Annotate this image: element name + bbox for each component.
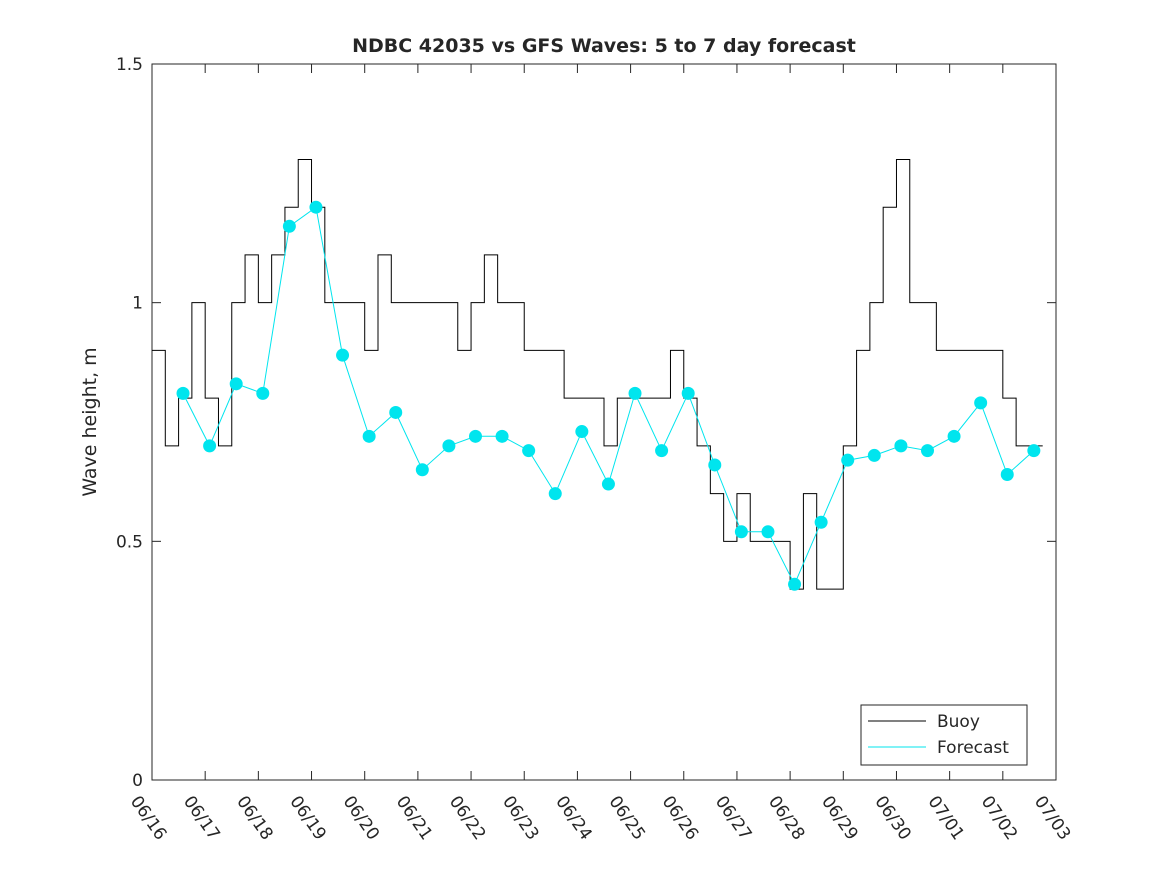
y-tick-label: 0 [132,771,143,791]
forecast-point [867,448,881,462]
y-tick-label: 1 [132,294,143,314]
forecast-point [734,525,748,539]
y-tick-label: 0.5 [116,532,143,552]
forecast-point [548,487,562,501]
forecast-point [229,377,243,391]
forecast-point [575,425,589,439]
forecast-point [814,515,828,529]
forecast-point [601,477,615,491]
forecast-point [309,200,323,214]
buoy-series-line [152,158,1043,590]
forecast-point [974,396,988,410]
forecast-point [389,405,403,419]
forecast-point [442,439,456,453]
legend-box [860,704,1028,766]
forecast-point [708,458,722,472]
forecast-point [894,439,908,453]
forecast-point [468,429,482,443]
forecast-point [788,577,802,591]
legend-forecast-label: Forecast [937,738,1009,758]
forecast-point [841,453,855,467]
forecast-point [947,429,961,443]
forecast-point [495,429,509,443]
forecast-point [282,219,296,233]
forecast-point [176,386,190,400]
forecast-point [415,463,429,477]
forecast-point [655,444,669,458]
chart-title: NDBC 42035 vs GFS Waves: 5 to 7 day fore… [352,35,856,57]
forecast-point [761,525,775,539]
legend-buoy-label: Buoy [937,712,980,732]
forecast-point [336,348,350,362]
forecast-point [362,429,376,443]
forecast-point [681,386,695,400]
legend: Buoy Forecast [860,704,1028,766]
forecast-point [628,386,642,400]
forecast-point [256,386,270,400]
forecast-point [522,444,536,458]
series-layer [152,158,1043,591]
forecast-point [203,439,217,453]
forecast-point [1000,468,1014,482]
forecast-point [1027,444,1041,458]
forecast-point [920,444,934,458]
y-axis-label: Wave height, m [79,347,101,496]
y-tick-label: 1.5 [116,55,143,75]
